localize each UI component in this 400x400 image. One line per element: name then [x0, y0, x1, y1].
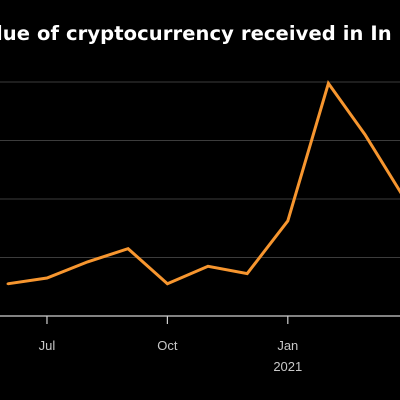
x-tick-label: Oct [157, 338, 178, 353]
data-point [126, 247, 130, 250]
x-tick-label: Jan [277, 338, 298, 353]
x-tick-sublabel: 2021 [273, 359, 302, 374]
data-point [166, 282, 169, 286]
gridlines [0, 81, 400, 258]
data-point [45, 276, 49, 280]
x-tick-label: Jul [39, 338, 56, 353]
data-point [286, 219, 290, 223]
data-point [363, 133, 367, 136]
x-axis: Jul Oct Jan 2021 [0, 315, 400, 374]
series-line [7, 80, 400, 286]
data-point [6, 282, 9, 286]
data-point [86, 260, 89, 264]
chart-title: lue of cryptocurrency received in In [0, 22, 392, 45]
data-point [246, 272, 249, 275]
data-point [327, 82, 330, 85]
data-point [206, 265, 210, 268]
series-layer [6, 80, 400, 286]
